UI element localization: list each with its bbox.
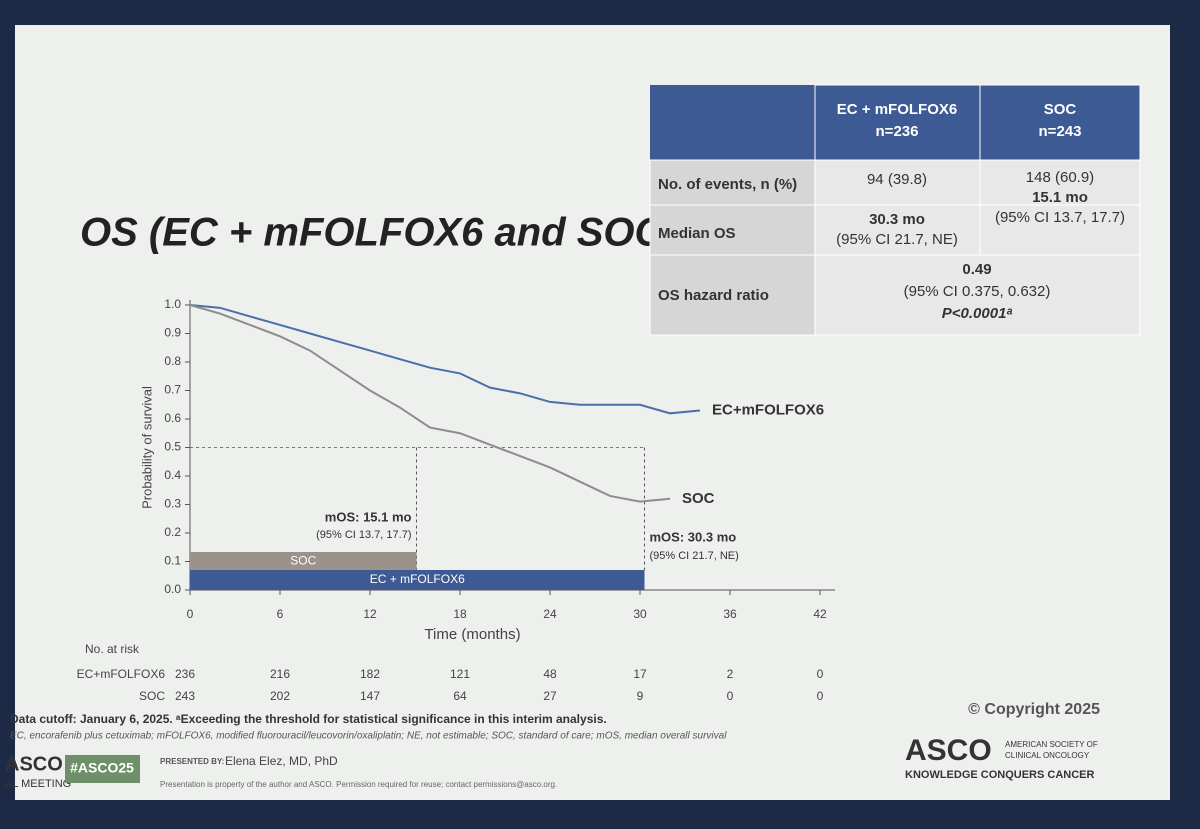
at-risk-value: 243 bbox=[175, 689, 195, 703]
at-risk-value: 48 bbox=[543, 667, 557, 681]
x-tick-label: 0 bbox=[187, 607, 194, 621]
table-value: 15.1 mo bbox=[1032, 189, 1088, 206]
row-label: Median OS bbox=[658, 225, 736, 242]
table-cell bbox=[649, 254, 816, 336]
y-tick-label: 0.1 bbox=[164, 554, 181, 568]
median-bar bbox=[190, 570, 645, 590]
table-cell bbox=[979, 159, 1141, 206]
presenter: Elena Elez, MD, PhD bbox=[225, 754, 338, 768]
asco-logo: ASCO bbox=[905, 734, 992, 767]
meeting-sub: AL MEETING bbox=[5, 778, 71, 790]
at-risk-value: 121 bbox=[450, 667, 470, 681]
x-tick-label: 42 bbox=[813, 607, 827, 621]
at-risk-label: EC+mFOLFOX6 bbox=[77, 667, 166, 681]
annotation: mOS: 15.1 mo bbox=[325, 509, 412, 524]
at-risk-label: SOC bbox=[139, 689, 165, 703]
series-label: SOC bbox=[682, 490, 715, 507]
x-tick-label: 36 bbox=[723, 607, 737, 621]
summary-table: EC + mFOLFOX6 n=236 SOC n=243 No. of eve… bbox=[649, 84, 1141, 336]
at-risk-value: 202 bbox=[270, 689, 290, 703]
y-tick-label: 0.3 bbox=[164, 497, 181, 511]
annotation: (95% CI 13.7, 17.7) bbox=[316, 529, 411, 541]
at-risk-value: 17 bbox=[633, 667, 647, 681]
y-tick-label: 0.9 bbox=[164, 326, 181, 340]
y-tick-label: 0.2 bbox=[164, 525, 181, 539]
footnote: EC, encorafenib plus cetuximab; mFOLFOX6… bbox=[10, 731, 727, 742]
y-tick-label: 0.6 bbox=[164, 411, 181, 425]
at-risk-value: 236 bbox=[175, 667, 195, 681]
at-risk-value: 0 bbox=[817, 689, 824, 703]
at-risk-value: 64 bbox=[453, 689, 467, 703]
at-risk-value: 147 bbox=[360, 689, 380, 703]
table-cell bbox=[814, 159, 981, 206]
table-value: (95% CI 0.375, 0.632) bbox=[904, 283, 1051, 300]
at-risk-title: No. at risk bbox=[85, 642, 140, 656]
asco-name: AMERICAN SOCIETY OF bbox=[1005, 740, 1098, 749]
table-header-cell bbox=[650, 85, 815, 160]
km-curve bbox=[189, 304, 701, 415]
table-header: EC + mFOLFOX6 bbox=[837, 101, 957, 118]
series-label: EC+mFOLFOX6 bbox=[712, 401, 824, 418]
km-plot: 0.00.10.20.30.40.50.60.70.80.91.00 6 12 18 2… bbox=[77, 297, 835, 703]
footnote: Data cutoff: January 6, 2025. ᵃExceeding… bbox=[10, 712, 607, 726]
table-cell bbox=[814, 204, 981, 256]
annotation: (95% CI 21.7, NE) bbox=[650, 550, 739, 562]
km-curve bbox=[189, 304, 671, 503]
at-risk-value: 2 bbox=[727, 667, 734, 681]
median-bar bbox=[190, 552, 417, 571]
disclaimer: Presentation is property of the author a… bbox=[160, 780, 557, 789]
tagline: KNOWLEDGE CONQUERS CANCER bbox=[905, 769, 1095, 781]
y-tick-label: 0.5 bbox=[164, 440, 181, 454]
table-header: SOC bbox=[1044, 101, 1077, 118]
y-tick-label: 0.4 bbox=[164, 468, 181, 482]
annotation: mOS: 30.3 mo bbox=[650, 529, 737, 544]
copyright: © Copyright 2025 bbox=[968, 701, 1100, 718]
y-tick-label: 0.8 bbox=[164, 354, 181, 368]
table-header: n=243 bbox=[1039, 123, 1082, 140]
x-tick-label: 30 bbox=[633, 607, 647, 621]
at-risk-value: 27 bbox=[543, 689, 557, 703]
median-bar-label: EC + mFOLFOX6 bbox=[370, 572, 465, 586]
median-bar-label: SOC bbox=[290, 554, 316, 568]
x-axis-label: Time (months) bbox=[424, 626, 520, 643]
presented-by: PRESENTED BY: bbox=[160, 757, 224, 766]
hashtag: #ASCO25 bbox=[70, 760, 134, 776]
at-risk-value: 0 bbox=[817, 667, 824, 681]
table-cell bbox=[979, 204, 1141, 256]
y-tick-label: 0.7 bbox=[164, 383, 181, 397]
table-value: 0.49 bbox=[962, 261, 991, 278]
table-header-cell bbox=[979, 84, 1141, 161]
asco-name: CLINICAL ONCOLOGY bbox=[1005, 751, 1090, 760]
table-value: (95% CI 13.7, 17.7) bbox=[995, 209, 1125, 226]
at-risk-value: 0 bbox=[727, 689, 734, 703]
at-risk-value: 9 bbox=[637, 689, 644, 703]
at-risk-value: 182 bbox=[360, 667, 380, 681]
table-cell bbox=[814, 254, 1141, 336]
table-value: P<0.0001ᵃ bbox=[942, 305, 1013, 322]
meeting-logo: ASCO bbox=[5, 753, 63, 775]
x-tick-label: 18 bbox=[453, 607, 467, 621]
hashtag-box bbox=[65, 755, 140, 783]
x-tick-label: 12 bbox=[363, 607, 377, 621]
table-value: (95% CI 21.7, NE) bbox=[836, 231, 958, 248]
y-axis-label: Probability of survival bbox=[139, 386, 154, 509]
table-cell bbox=[649, 204, 816, 256]
row-label: OS hazard ratio bbox=[658, 287, 769, 304]
table-value: 148 (60.9) bbox=[1026, 169, 1094, 186]
table-value: 30.3 mo bbox=[869, 211, 925, 228]
row-label: No. of events, n (%) bbox=[658, 176, 797, 193]
x-tick-label: 24 bbox=[543, 607, 557, 621]
at-risk-value: 216 bbox=[270, 667, 290, 681]
x-tick-label: 6 bbox=[277, 607, 284, 621]
table-value: 94 (39.8) bbox=[867, 171, 927, 188]
y-tick-label: 0.0 bbox=[164, 582, 181, 596]
chart-title: OS (EC + mFOLFOX6 and SOC) bbox=[80, 211, 677, 255]
y-tick-label: 1.0 bbox=[164, 297, 181, 311]
table-header: n=236 bbox=[876, 123, 919, 140]
